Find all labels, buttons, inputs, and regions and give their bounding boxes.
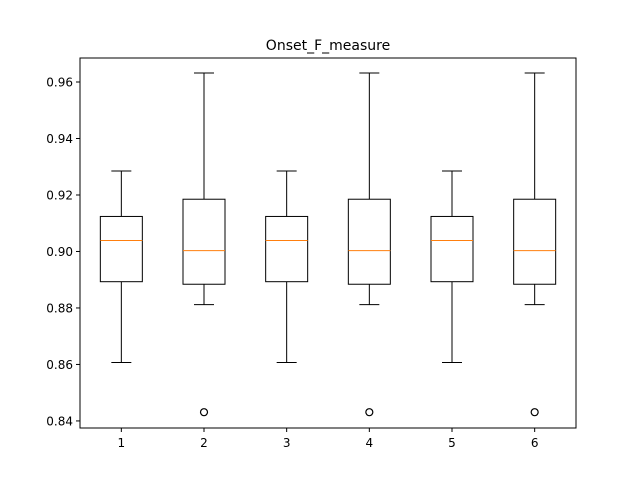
x-tick-label: 3 xyxy=(283,436,291,450)
y-tick-label: 0.90 xyxy=(46,245,73,259)
outlier-point xyxy=(199,408,209,417)
x-tick-label: 4 xyxy=(366,436,374,450)
y-tick-label: 0.86 xyxy=(46,358,73,372)
box-iqr xyxy=(265,215,309,283)
y-tick-label: 0.94 xyxy=(46,132,73,146)
box-iqr xyxy=(430,215,474,283)
box-iqr xyxy=(513,198,557,285)
outlier-point xyxy=(530,408,539,417)
box-iqr xyxy=(99,215,143,283)
y-tick-label: 0.84 xyxy=(46,414,73,428)
chart-title: Onset_F_measure xyxy=(266,38,390,54)
box-iqr xyxy=(347,198,391,285)
x-tick-label: 6 xyxy=(531,436,539,450)
x-tick-label: 5 xyxy=(448,436,456,450)
x-tick-label: 2 xyxy=(200,436,208,450)
y-tick-label: 0.92 xyxy=(46,188,73,202)
y-tick-label: 0.96 xyxy=(46,76,73,90)
outlier-point xyxy=(365,408,374,417)
axes-frame xyxy=(79,57,577,429)
x-tick-label: 1 xyxy=(118,436,126,450)
plot-area: 0.84 0.86 0.88 0.90 0.92 0.94 0.96 1 2 3 4 5 6 xyxy=(46,72,557,450)
y-tick-label: 0.88 xyxy=(46,301,73,315)
box-iqr xyxy=(182,198,226,285)
